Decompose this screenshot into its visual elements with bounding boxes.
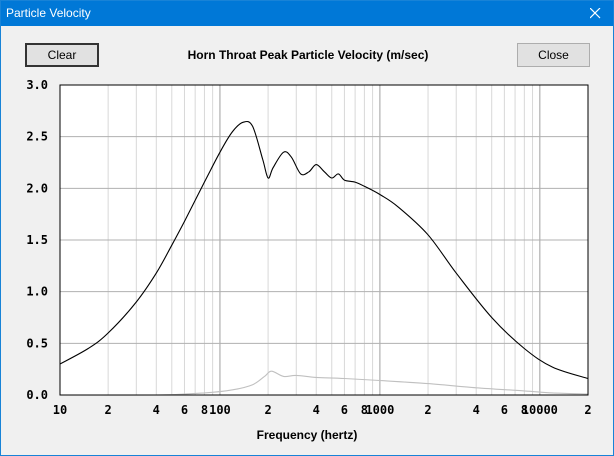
x-tick-label: 6 [181, 403, 188, 417]
close-icon [589, 7, 600, 19]
window-title: Particle Velocity [6, 6, 91, 20]
series-lines [59, 120, 589, 396]
window-close-button[interactable] [577, 1, 613, 26]
x-axis-label: Frequency (hertz) [256, 428, 358, 442]
x-tick-label: 10 [53, 403, 67, 417]
chart-title: Horn Throat Peak Particle Velocity (m/se… [187, 48, 429, 62]
close-button[interactable]: Close [517, 43, 590, 67]
velocity-series-line [59, 120, 589, 380]
y-tick-label: 1.5 [26, 233, 48, 247]
x-tick-label: 8 [521, 403, 528, 417]
x-tick-label: 2 [584, 403, 591, 417]
x-tick-label: 8 [201, 403, 208, 417]
y-tick-label: 2.0 [26, 181, 48, 195]
y-tick-label: 3.0 [26, 78, 48, 92]
title-bar[interactable]: Particle Velocity [1, 1, 613, 26]
secondary-series-line [59, 370, 589, 396]
x-tick-label: 100 [209, 403, 231, 417]
y-tick-label: 0.5 [26, 336, 48, 350]
x-tick-label: 4 [153, 403, 160, 417]
x-tick-label: 2 [424, 403, 431, 417]
x-tick-label: 8 [361, 403, 368, 417]
plot-border [59, 84, 589, 396]
x-tick-label: 6 [501, 403, 508, 417]
y-tick-label: 1.0 [26, 285, 48, 299]
x-tick-label: 1000 [365, 403, 394, 417]
y-axis: 0.0 0.5 1.0 1.5 2.0 2.5 3.0 [26, 78, 48, 402]
x-tick-label: 2 [264, 403, 271, 417]
x-tick-label: 2 [105, 403, 112, 417]
clear-button[interactable]: Clear [25, 43, 99, 67]
x-tick-label: 10000 [522, 403, 558, 417]
x-tick-label: 6 [341, 403, 348, 417]
x-tick-label: 4 [473, 403, 480, 417]
y-tick-label: 0.0 [26, 388, 48, 402]
y-tick-label: 2.5 [26, 130, 48, 144]
x-tick-label: 4 [313, 403, 320, 417]
grid [60, 85, 588, 395]
